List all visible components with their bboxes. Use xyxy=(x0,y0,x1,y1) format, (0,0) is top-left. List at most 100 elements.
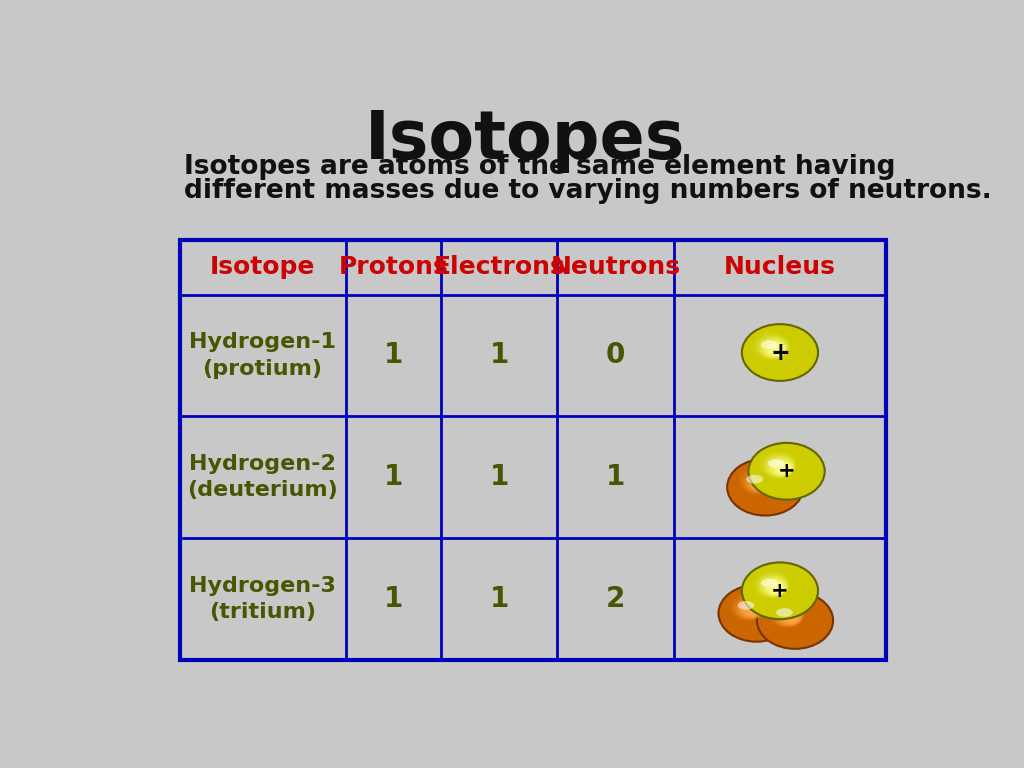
Ellipse shape xyxy=(741,602,762,617)
Ellipse shape xyxy=(761,452,796,478)
Ellipse shape xyxy=(739,600,763,618)
Ellipse shape xyxy=(793,618,796,621)
Ellipse shape xyxy=(774,462,792,475)
Ellipse shape xyxy=(775,349,782,354)
Ellipse shape xyxy=(777,351,781,353)
Text: 1: 1 xyxy=(606,463,626,492)
Ellipse shape xyxy=(761,578,777,588)
Ellipse shape xyxy=(763,485,766,488)
Ellipse shape xyxy=(741,562,818,619)
Ellipse shape xyxy=(754,611,758,614)
Text: 1: 1 xyxy=(489,342,509,369)
Ellipse shape xyxy=(762,339,786,357)
Ellipse shape xyxy=(752,570,791,598)
Ellipse shape xyxy=(737,601,755,610)
Text: 1: 1 xyxy=(384,585,402,613)
Ellipse shape xyxy=(752,610,759,614)
Ellipse shape xyxy=(761,340,777,349)
Ellipse shape xyxy=(770,345,783,356)
Ellipse shape xyxy=(770,583,783,594)
Ellipse shape xyxy=(775,605,803,626)
Ellipse shape xyxy=(765,580,785,595)
Text: Isotopes: Isotopes xyxy=(365,107,685,173)
Ellipse shape xyxy=(760,576,787,597)
Ellipse shape xyxy=(772,347,782,355)
Text: 1: 1 xyxy=(489,585,509,613)
Ellipse shape xyxy=(749,443,824,500)
Ellipse shape xyxy=(781,468,788,472)
Ellipse shape xyxy=(757,592,834,649)
Text: Protons: Protons xyxy=(338,255,449,280)
Ellipse shape xyxy=(731,594,766,621)
Ellipse shape xyxy=(770,601,805,627)
Ellipse shape xyxy=(743,604,762,617)
Text: 1: 1 xyxy=(384,463,402,492)
Ellipse shape xyxy=(746,475,763,484)
Ellipse shape xyxy=(753,478,770,491)
Text: Isotope: Isotope xyxy=(210,255,315,280)
Ellipse shape xyxy=(764,454,796,478)
Ellipse shape xyxy=(734,596,765,620)
Ellipse shape xyxy=(742,470,774,494)
Ellipse shape xyxy=(782,611,800,624)
Ellipse shape xyxy=(748,474,772,492)
Ellipse shape xyxy=(741,324,818,381)
Ellipse shape xyxy=(772,604,804,627)
Ellipse shape xyxy=(767,343,784,356)
Ellipse shape xyxy=(784,613,799,624)
Text: Hydrogen-2
(deuterium): Hydrogen-2 (deuterium) xyxy=(187,454,338,501)
Ellipse shape xyxy=(771,460,793,475)
Text: +: + xyxy=(778,462,796,482)
Bar xyxy=(179,240,886,660)
Ellipse shape xyxy=(779,465,790,473)
Ellipse shape xyxy=(775,587,782,592)
Ellipse shape xyxy=(772,585,782,593)
Ellipse shape xyxy=(755,333,790,359)
Text: Hydrogen-3
(tritium): Hydrogen-3 (tritium) xyxy=(189,576,336,622)
Ellipse shape xyxy=(745,472,773,493)
Text: Electrons: Electrons xyxy=(433,255,565,280)
Ellipse shape xyxy=(757,336,788,359)
Ellipse shape xyxy=(776,608,793,617)
Ellipse shape xyxy=(767,581,784,594)
Text: Neutrons: Neutrons xyxy=(551,255,681,280)
Ellipse shape xyxy=(767,600,806,628)
Text: 1: 1 xyxy=(489,463,509,492)
Ellipse shape xyxy=(790,617,797,622)
Text: 0: 0 xyxy=(606,342,626,369)
Ellipse shape xyxy=(769,458,794,476)
Text: +: + xyxy=(771,581,788,601)
Ellipse shape xyxy=(737,466,776,495)
Ellipse shape xyxy=(719,585,795,642)
Ellipse shape xyxy=(780,609,801,624)
Text: Isotopes are atoms of the same element having: Isotopes are atoms of the same element h… xyxy=(183,154,895,180)
Ellipse shape xyxy=(752,332,791,360)
Text: 2: 2 xyxy=(606,585,626,613)
Ellipse shape xyxy=(757,574,788,598)
Ellipse shape xyxy=(746,606,761,616)
Ellipse shape xyxy=(727,458,804,515)
Ellipse shape xyxy=(787,614,798,623)
Text: Nucleus: Nucleus xyxy=(724,255,836,280)
Ellipse shape xyxy=(784,469,787,472)
Text: +: + xyxy=(770,340,790,365)
Ellipse shape xyxy=(760,337,787,358)
Ellipse shape xyxy=(755,572,790,598)
Ellipse shape xyxy=(736,598,764,619)
Ellipse shape xyxy=(729,592,767,621)
Ellipse shape xyxy=(766,456,795,477)
Ellipse shape xyxy=(768,459,784,468)
Text: 1: 1 xyxy=(384,342,402,369)
Ellipse shape xyxy=(749,607,760,615)
Ellipse shape xyxy=(762,578,786,596)
Ellipse shape xyxy=(777,589,781,591)
Ellipse shape xyxy=(760,483,767,488)
Ellipse shape xyxy=(758,482,768,489)
Ellipse shape xyxy=(765,341,785,357)
Ellipse shape xyxy=(759,451,797,479)
Ellipse shape xyxy=(740,468,775,495)
Ellipse shape xyxy=(776,464,791,474)
Text: different masses due to varying numbers of neutrons.: different masses due to varying numbers … xyxy=(183,178,991,204)
Ellipse shape xyxy=(750,476,771,492)
Ellipse shape xyxy=(777,607,802,625)
